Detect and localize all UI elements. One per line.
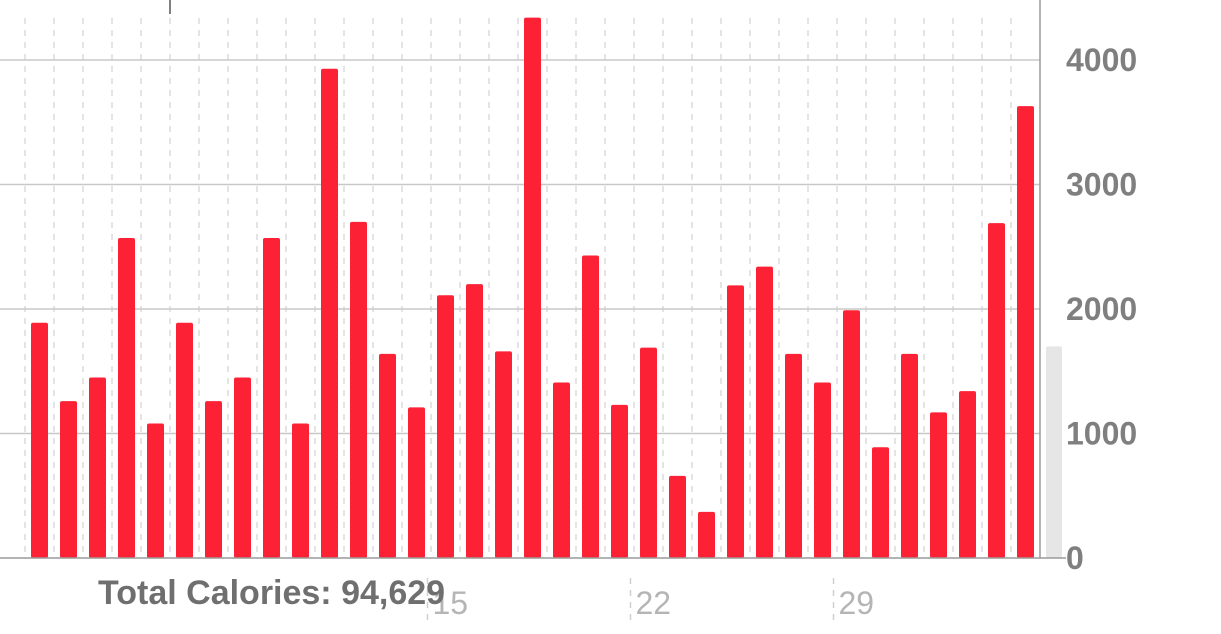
calorie-bar (553, 382, 570, 558)
calorie-bar (408, 407, 425, 558)
calorie-bar (437, 295, 454, 558)
calorie-bar (582, 255, 599, 558)
calorie-bar (147, 423, 164, 558)
x-tick-label: 22 (636, 585, 672, 621)
calorie-bar (1017, 106, 1034, 558)
calorie-bar (524, 17, 541, 559)
calorie-bar (698, 511, 715, 558)
calorie-bar (321, 68, 338, 558)
calorie-bar (176, 322, 193, 558)
calorie-bar (901, 353, 918, 558)
x-tick-label: 29 (839, 585, 875, 621)
calorie-bar (495, 351, 512, 558)
axes-layer (0, 0, 1066, 620)
x-tick-label: 15 (433, 585, 469, 621)
calorie-bar (959, 391, 976, 558)
y-tick-label: 2000 (1066, 291, 1137, 327)
bars-layer (31, 17, 1062, 559)
calorie-bar (640, 347, 657, 558)
y-tick-label: 4000 (1066, 42, 1137, 78)
calorie-bar (756, 266, 773, 558)
calorie-bar (466, 284, 483, 558)
calorie-bar (785, 353, 802, 558)
calorie-bar (350, 221, 367, 558)
calorie-bar (843, 310, 860, 558)
grid-layer (0, 18, 1041, 558)
y-tick-label: 0 (1066, 540, 1084, 576)
calorie-bar (292, 423, 309, 558)
calorie-bar (60, 401, 77, 558)
calorie-bar (727, 285, 744, 558)
calorie-bar (205, 401, 222, 558)
y-tick-label: 3000 (1066, 167, 1137, 203)
calorie-bar (611, 404, 628, 558)
calorie-bar (379, 353, 396, 558)
calorie-bar (669, 475, 686, 558)
calorie-bar (930, 412, 947, 558)
total-calories-label: Total Calories: 94,629 (98, 574, 446, 612)
calorie-bar (814, 382, 831, 558)
calorie-bar (263, 238, 280, 558)
current-day-bar (1046, 346, 1062, 558)
y-tick-label: 1000 (1066, 416, 1137, 452)
calorie-bar (988, 223, 1005, 558)
calorie-bar (234, 377, 251, 558)
calorie-bar (89, 377, 106, 558)
calorie-bar (118, 238, 135, 558)
labels-layer: 0 1000 2000 3000 4000 15 22 29 (433, 42, 1138, 621)
calorie-bar (31, 322, 48, 558)
calorie-bar (872, 447, 889, 558)
